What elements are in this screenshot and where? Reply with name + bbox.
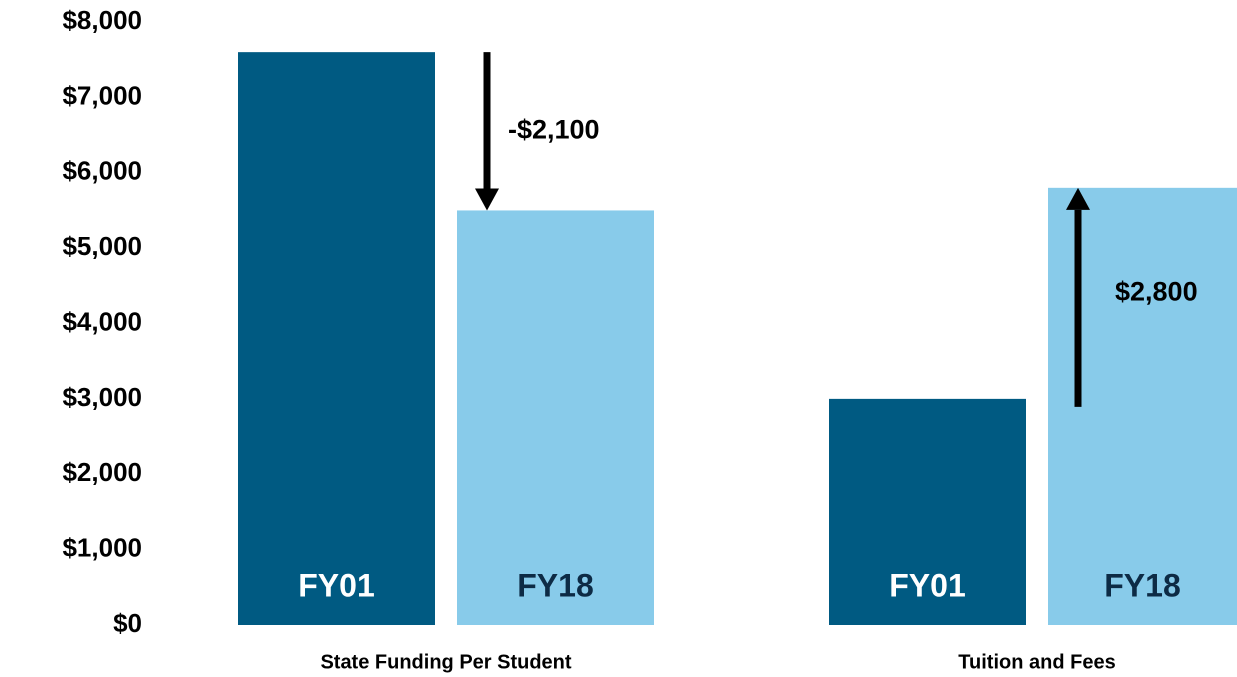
y-tick-label: $5,000 [62,231,142,261]
y-tick-label: $8,000 [62,5,142,35]
annotation: -$2,100 [508,114,600,144]
y-tick-label: $7,000 [62,80,142,110]
bar [238,52,435,625]
y-tick-label: $1,000 [62,533,142,563]
y-tick-label: $6,000 [62,156,142,186]
change-arrow-head [1066,187,1090,210]
y-tick-label: $2,000 [62,457,142,487]
change-arrow-head [475,188,499,211]
bar [829,398,1026,625]
bar-series-label: FY18 [1104,567,1180,603]
y-tick-label: $3,000 [62,382,142,412]
x-tick-label: State Funding Per Student [320,651,571,673]
y-tick-label: $4,000 [62,306,142,336]
annotation: $2,800 [1115,276,1198,306]
bar [457,210,654,625]
y-tick-label: $0 [113,608,142,638]
x-tick-label: Tuition and Fees [958,651,1115,673]
bar-series-label: FY18 [517,567,593,603]
bar-series-label: FY01 [298,567,374,603]
bar-series-label: FY01 [889,567,965,603]
